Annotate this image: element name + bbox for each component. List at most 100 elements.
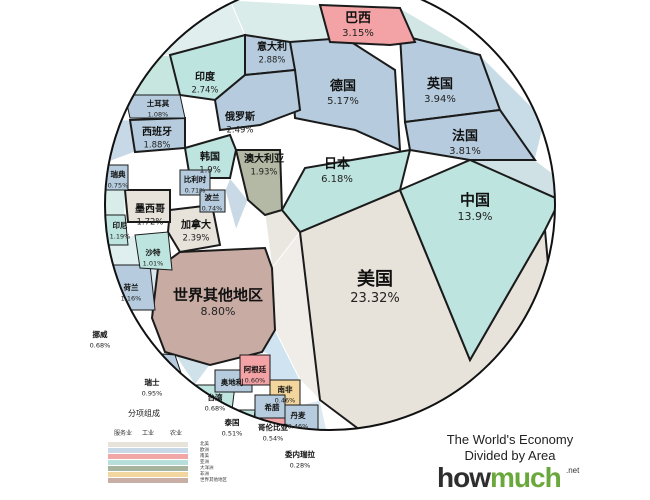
country-label: 奥地利 xyxy=(220,377,244,387)
filler-cell xyxy=(105,189,126,216)
legend-swatch xyxy=(108,478,188,483)
country-cell[interactable] xyxy=(234,149,284,217)
country-value: 3.94% xyxy=(424,94,456,105)
chart-title: The World's Economy Divided by Area xyxy=(446,432,574,463)
country-label: 台湾 xyxy=(208,392,223,402)
country-cell[interactable] xyxy=(398,158,560,363)
legend-label: 亚洲 xyxy=(200,460,209,465)
legend-label: 大洋洲 xyxy=(200,466,214,471)
chart-outline xyxy=(104,0,556,431)
country-value: 2.39% xyxy=(182,234,209,244)
country-value: 2.88% xyxy=(258,56,285,66)
legend-title: 分项组成 xyxy=(128,409,160,418)
country-label: 英国 xyxy=(426,76,453,92)
country-value: 0.51% xyxy=(222,430,243,438)
country-label: 墨西哥 xyxy=(135,203,165,215)
legend: 分项组成 服务业 工业 农业 北美 欧洲 南美 亚洲 大洋洲 非洲 世界其他地区 xyxy=(108,408,228,488)
country-value: 2.49% xyxy=(226,126,253,136)
legend-swatch xyxy=(108,466,188,471)
country-cell[interactable] xyxy=(318,3,417,47)
country-cell[interactable] xyxy=(128,116,186,154)
legend-swatch xyxy=(108,460,188,465)
legend-swatch xyxy=(108,454,188,459)
country-value: 0.74% xyxy=(202,205,223,213)
country-value: 3.81% xyxy=(449,146,481,157)
country-label: 瑞典 xyxy=(111,169,126,179)
country-label: 中国 xyxy=(460,191,490,209)
country-value: 0.68% xyxy=(205,405,226,413)
cells-layer xyxy=(100,0,560,430)
country-value: 5.17% xyxy=(327,96,359,107)
legend-col-industry: 工业 xyxy=(142,430,155,437)
country-value: 13.9% xyxy=(458,210,493,223)
country-cell[interactable] xyxy=(403,108,537,161)
legend-label: 世界其他地区 xyxy=(200,478,227,483)
country-cell[interactable] xyxy=(124,94,186,119)
country-label: 加拿大 xyxy=(180,218,211,231)
country-label: 瑞士 xyxy=(145,377,160,387)
logo-much: much xyxy=(490,462,562,493)
country-label: 阿根廷 xyxy=(244,364,267,374)
country-label: 土耳其 xyxy=(147,98,170,108)
country-label: 韩国 xyxy=(200,150,220,163)
country-value: 3.15% xyxy=(342,28,374,39)
country-label: 美国 xyxy=(357,268,393,290)
logo-net: .net xyxy=(566,466,580,475)
legend-label: 非洲 xyxy=(200,472,209,477)
country-label: 法国 xyxy=(452,128,478,144)
country-cell[interactable] xyxy=(134,231,173,271)
country-value: 1.9% xyxy=(199,166,221,176)
country-label: 俄罗斯 xyxy=(224,110,255,123)
country-cell[interactable] xyxy=(100,214,129,246)
country-label: 挪威 xyxy=(93,329,108,339)
country-value: 1.16% xyxy=(121,295,142,303)
country-value: 1.72% xyxy=(136,218,163,228)
country-label: 比利时 xyxy=(184,174,207,184)
country-value: 0.68% xyxy=(90,342,111,350)
filler-cell xyxy=(109,54,181,96)
country-cell[interactable] xyxy=(280,148,412,234)
country-value: 0.75% xyxy=(108,182,129,190)
howmuch-logo[interactable]: howmuch xyxy=(437,462,562,494)
country-label: 波兰 xyxy=(205,192,220,202)
country-value: 0.46% xyxy=(275,397,296,405)
country-value: 1.93% xyxy=(250,168,277,178)
legend-col-services: 服务业 xyxy=(114,430,133,437)
legend-label: 南美 xyxy=(200,454,209,459)
country-cell[interactable] xyxy=(199,189,226,213)
country-label: 荷兰 xyxy=(123,282,139,292)
country-label: 南非 xyxy=(278,384,293,394)
country-label: 西班牙 xyxy=(142,125,172,138)
country-value: 1.01% xyxy=(143,260,164,268)
country-value: 6.18% xyxy=(321,174,353,185)
logo-how: how xyxy=(437,462,491,493)
country-value: 0.28% xyxy=(290,462,311,470)
legend-swatch xyxy=(108,442,188,447)
country-label: 丹麦 xyxy=(291,410,306,420)
country-value: 0.60% xyxy=(245,377,266,385)
country-cell[interactable] xyxy=(213,68,302,132)
country-value: 1.88% xyxy=(143,141,170,151)
legend-col-agriculture: 农业 xyxy=(170,430,183,437)
country-label: 印尼 xyxy=(113,220,128,230)
country-value: 8.80% xyxy=(201,305,236,318)
country-value: 0.54% xyxy=(263,435,284,443)
country-label: 沙特 xyxy=(146,247,161,257)
filler-cell xyxy=(224,177,249,232)
country-cell[interactable] xyxy=(288,36,402,152)
country-cell[interactable] xyxy=(123,189,171,223)
country-label: 世界其他地区 xyxy=(173,286,263,304)
country-value: 23.32% xyxy=(350,291,400,306)
country-value: 0.46% xyxy=(288,423,309,431)
country-label: 德国 xyxy=(330,78,356,94)
country-cell[interactable] xyxy=(150,246,277,367)
country-value: 1.08% xyxy=(148,111,169,119)
country-label: 意大利 xyxy=(257,40,287,53)
country-value: 0.95% xyxy=(142,390,163,398)
country-label: 希腊 xyxy=(265,402,280,412)
country-label: 委内瑞拉 xyxy=(284,449,315,459)
legend-swatch xyxy=(108,448,188,453)
country-label: 巴西 xyxy=(345,11,371,26)
